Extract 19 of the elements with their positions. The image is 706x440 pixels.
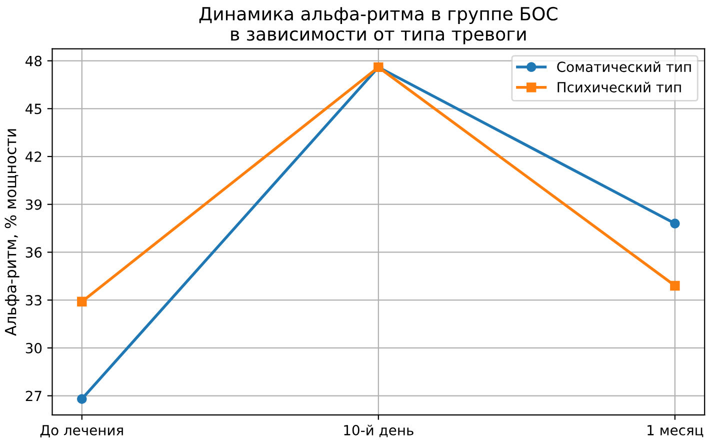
- y-tick-label: 27: [26, 390, 42, 402]
- chart-title: Динамика альфа-ритма в группе БОС в зависимости от типа тревоги: [199, 6, 558, 44]
- y-tick-label: 42: [26, 151, 42, 162]
- y-tick-label: 33: [26, 295, 42, 306]
- y-axis-title: Альфа-ритм, % мощности: [4, 129, 20, 336]
- legend-label: Соматический тип: [557, 61, 691, 72]
- y-tick-label: 39: [26, 199, 42, 210]
- point: [670, 280, 680, 291]
- point: [670, 218, 680, 228]
- x-tick-label: 10-й день: [344, 424, 414, 438]
- x-tick-label: До лечения: [40, 425, 123, 438]
- point: [77, 296, 87, 307]
- legend-label: Психический тип: [558, 82, 681, 92]
- y-tick-label: 48: [26, 56, 42, 66]
- y-tick-label: 30: [26, 342, 42, 354]
- point: [77, 394, 87, 404]
- x-tick-label: 1 месяц: [648, 425, 704, 438]
- y-tick-label: 45: [26, 104, 42, 114]
- y-tick-label: 36: [26, 247, 42, 258]
